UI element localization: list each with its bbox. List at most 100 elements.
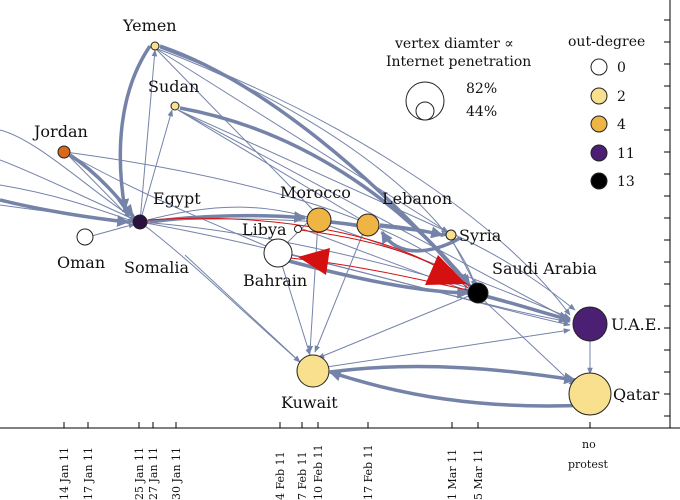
edge <box>454 234 576 311</box>
node-oman <box>76 228 94 246</box>
label-lebanon: Lebanon <box>382 189 452 208</box>
edge <box>87 222 136 238</box>
axis-date-label: 10 Feb 11 <box>312 444 325 500</box>
red-arrowhead <box>425 255 466 285</box>
edge <box>0 159 137 221</box>
label-bahrain: Bahrain <box>243 271 307 290</box>
edge <box>184 254 301 363</box>
edge <box>0 198 130 227</box>
right-axis-ticks <box>664 19 670 417</box>
edge <box>139 49 158 223</box>
edge <box>177 109 366 223</box>
label-kuwait: Kuwait <box>281 393 338 412</box>
axis-no-protest-line2: protest <box>568 458 608 471</box>
edge <box>149 211 307 224</box>
label-egypt: Egypt <box>153 189 201 208</box>
axis-date-label: 1 Mar 11 <box>446 449 459 500</box>
label-sudan: Sudan <box>148 77 199 96</box>
bottom-axis-labels: 14 Jan 11 17 Jan 11 25 Jan 11 27 Jan 11 … <box>58 438 608 500</box>
edge <box>317 292 477 359</box>
node-morocco <box>306 207 332 233</box>
node-saudi <box>467 282 489 304</box>
legend-size-small-circle <box>415 101 435 121</box>
legend-size-title-line2: Internet penetration <box>386 54 531 70</box>
edge <box>328 369 589 408</box>
edge <box>179 106 472 288</box>
node-uae <box>572 306 608 342</box>
label-somalia: Somalia <box>124 258 190 277</box>
edge <box>329 219 369 232</box>
legend-degree-swatch-2 <box>590 115 608 133</box>
node-syria <box>445 229 457 241</box>
legend-degree-label-1: 2 <box>617 89 626 105</box>
legend-degree-swatch-1 <box>590 87 608 105</box>
label-oman: Oman <box>57 253 105 272</box>
node-labels: Yemen Sudan Jordan Egypt Oman Somalia Li… <box>32 16 662 412</box>
node-yemen <box>150 41 160 51</box>
legend-out-degree: out-degree 0 2 4 11 13 <box>568 34 645 190</box>
edge <box>475 292 576 387</box>
legend-size-small-value: 44% <box>466 104 497 120</box>
edge <box>277 251 311 356</box>
axis-date-label: 27 Jan 11 <box>147 447 160 500</box>
edge <box>154 47 319 216</box>
legend-size-big-value: 82% <box>466 81 497 97</box>
axis-date-label: 4 Feb 11 <box>274 451 287 500</box>
legend-degree-label-0: 0 <box>617 60 626 76</box>
label-jordan: Jordan <box>32 122 88 141</box>
axis-date-label: 17 Jan 11 <box>82 447 95 500</box>
plot-frame <box>0 0 680 429</box>
axis-date-label: 17 Feb 11 <box>362 444 375 500</box>
red-arrowhead <box>298 248 330 275</box>
node-qatar <box>568 372 612 416</box>
edge <box>319 328 571 369</box>
node-egypt <box>132 214 148 230</box>
legend-degree-swatch-0 <box>590 58 608 76</box>
edge <box>314 225 367 353</box>
edge <box>380 230 461 253</box>
label-morocco: Morocco <box>280 183 351 202</box>
node-kuwait <box>296 354 330 388</box>
nodes <box>57 41 612 416</box>
edge <box>307 221 319 353</box>
edge <box>379 223 444 239</box>
label-syria: Syria <box>459 226 502 245</box>
legend-degree-swatch-4 <box>590 172 608 190</box>
axis-date-label: 30 Jan 11 <box>170 447 183 500</box>
legend-degree-swatch-3 <box>590 144 608 162</box>
legend-degree-label-2: 4 <box>617 117 626 133</box>
edge <box>64 151 276 251</box>
edge <box>484 294 572 324</box>
axis-date-label: 7 Feb 11 <box>296 451 309 500</box>
edge <box>139 221 301 363</box>
node-bahrain <box>263 238 293 268</box>
edge <box>117 45 152 212</box>
axis-date-label: 14 Jan 11 <box>58 447 71 500</box>
label-yemen: Yemen <box>122 16 177 35</box>
legend-size-title-line1: vertex diamter ∝ <box>394 36 514 52</box>
legend-degree-title: out-degree <box>568 34 645 50</box>
node-sudan <box>170 101 180 111</box>
label-saudi: Saudi Arabia <box>492 259 597 278</box>
edge <box>329 364 577 385</box>
bottom-axis-ticks <box>63 422 591 428</box>
legend-degree-label-4: 13 <box>617 174 635 190</box>
legend-vertex-size: vertex diamter ∝ Internet penetration 82… <box>386 36 531 121</box>
axis-no-protest-line1: no <box>582 438 596 451</box>
axis-date-label: 5 Mar 11 <box>472 449 485 500</box>
legend-degree-label-3: 11 <box>617 146 635 162</box>
edge <box>159 47 571 316</box>
node-lebanon <box>356 213 380 237</box>
edge <box>177 109 571 321</box>
label-qatar: Qatar <box>613 385 660 404</box>
label-libya: Libya <box>242 220 287 239</box>
axis-date-label: 25 Jan 11 <box>133 447 146 500</box>
node-libya <box>294 225 302 233</box>
label-uae: U.A.E. <box>611 315 662 334</box>
edge <box>154 47 449 233</box>
edge <box>154 47 477 289</box>
edge <box>284 258 470 299</box>
node-jordan <box>57 145 71 159</box>
edges-highlight <box>147 217 471 291</box>
